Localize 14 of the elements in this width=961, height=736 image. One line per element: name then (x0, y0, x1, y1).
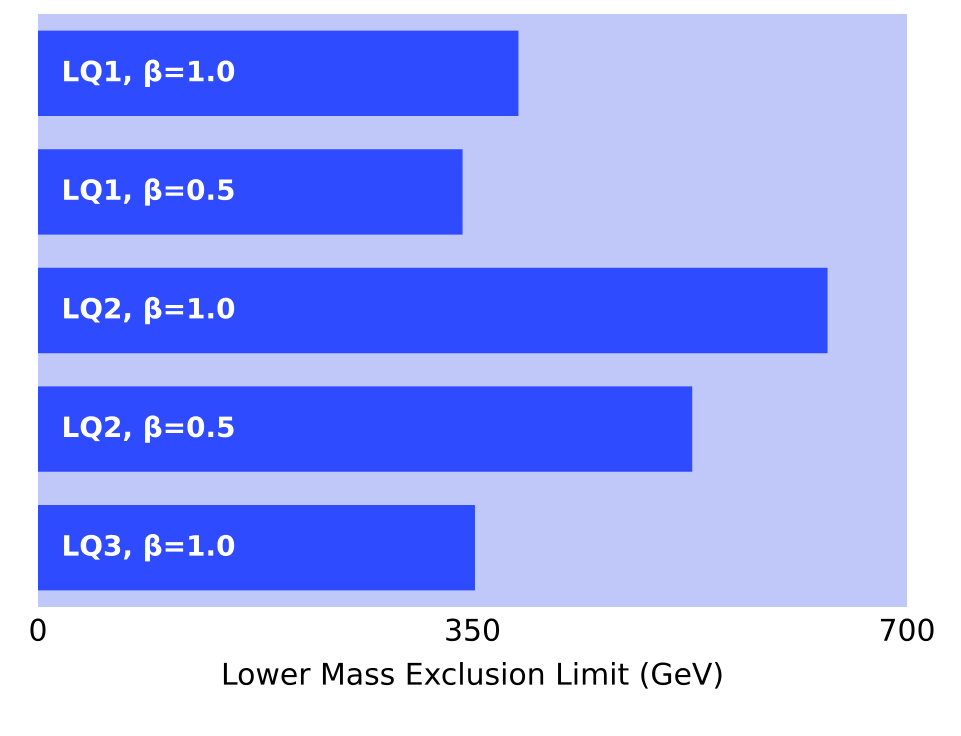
y-tick-label: LQ3, β=1.0 (64, 534, 234, 562)
y-tick-label: LQ1, β=0.5 (64, 178, 234, 206)
x-tick-label: 700 (880, 618, 934, 642)
y-tick-label: LQ2, β=0.5 (64, 415, 234, 443)
y-tick-label: LQ2, β=1.0 (64, 296, 234, 324)
x-tick-label: 350 (446, 618, 500, 642)
bar (38, 386, 692, 472)
bar (38, 149, 463, 235)
y-tick-label: LQ1, β=1.0 (64, 60, 234, 87)
bar (38, 268, 828, 354)
bar (38, 30, 518, 116)
x-axis-title: Lower Mass Exclusion Limit (GeV) (224, 662, 722, 689)
x-tick-label: 0 (30, 618, 46, 642)
bar (38, 505, 475, 590)
